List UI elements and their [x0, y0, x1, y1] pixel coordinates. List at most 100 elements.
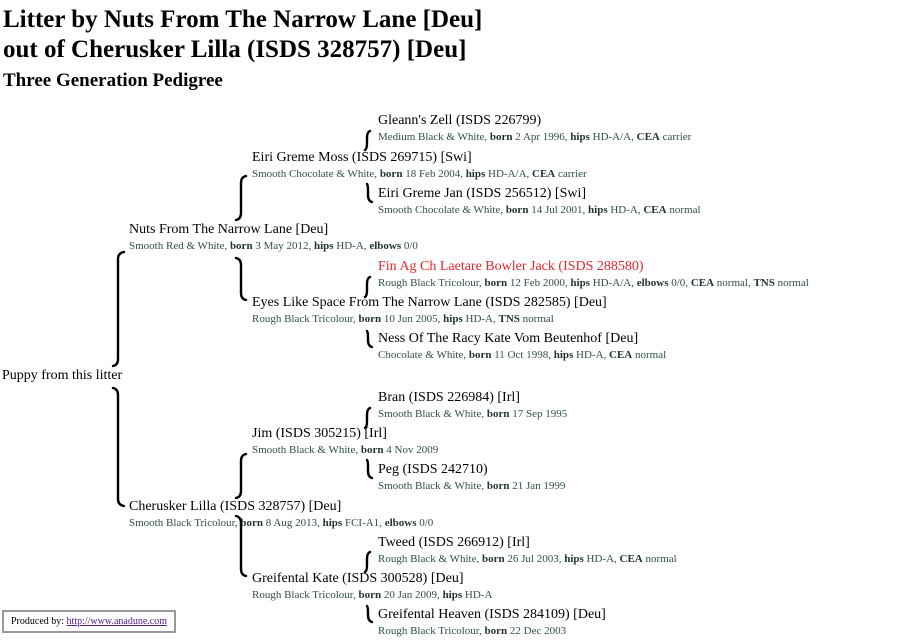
dog-eiri-jan: Eiri Greme Jan (ISDS 256512) [Swi] Smooth… [378, 186, 701, 217]
dog-name: Nuts From The Narrow Lane [Deu] [129, 222, 329, 237]
dog-name: Jim (ISDS 305215) [Irl] [252, 426, 387, 441]
dog-greifental-kate: Greifental Kate (ISDS 300528) [Deu] Rough… [252, 571, 492, 602]
detail-label: born [360, 444, 384, 456]
detail-value: Medium Black & White, [378, 131, 490, 143]
dog-details: Rough Black & White, born 26 Jul 2003, h… [378, 552, 677, 566]
page-title-line1: Litter by Nuts From The Narrow Lane [Deu… [3, 6, 483, 33]
pedigree-bracket [111, 250, 126, 368]
detail-value: 21 Jan 1999 [509, 480, 566, 492]
detail-value: 12 Feb 2000, [507, 277, 571, 289]
detail-value: Smooth Chocolate & White, [252, 168, 380, 180]
dog-greifental-heaven: Greifental Heaven (ISDS 284109) [Deu] Rou… [378, 607, 606, 638]
pedigree-bracket [363, 406, 372, 430]
detail-label: CEA [532, 168, 556, 180]
detail-label: born [358, 589, 382, 601]
producer-credit: Produced by: http://www.anadune.com [2, 610, 176, 633]
dog-details: Smooth Black & White, born 21 Jan 1999 [378, 479, 565, 493]
pedigree-bracket [363, 129, 372, 152]
detail-label: born [484, 625, 508, 637]
detail-label: hips [442, 589, 463, 601]
detail-value: 11 Oct 1998, [491, 349, 554, 361]
dog-details: Rough Black Tricolour, born 10 Jun 2005,… [252, 312, 607, 326]
pedigree-bracket [234, 452, 248, 500]
detail-label: born [505, 204, 529, 216]
detail-label: born [489, 131, 513, 143]
detail-value: carrier [555, 168, 587, 180]
pedigree-bracket [365, 182, 374, 204]
detail-value: normal [642, 553, 677, 565]
detail-label: born [468, 349, 492, 361]
dog-name: Ness Of The Racy Kate Vom Beutenhof [Deu… [378, 331, 639, 346]
detail-value: 26 Jul 2003, [504, 553, 565, 565]
dog-nuts: Nuts From The Narrow Lane [Deu] Smooth Re… [129, 222, 418, 253]
detail-label: hips [322, 517, 343, 529]
dog-name: Peg (ISDS 242710) [378, 462, 488, 477]
detail-label: TNS [498, 313, 520, 325]
detail-label: hips [588, 204, 608, 216]
detail-value: 10 Jun 2005, [381, 313, 444, 325]
dog-details: Rough Black Tricolour, born 12 Feb 2000,… [378, 276, 809, 290]
detail-value: HD-A/A, [485, 168, 533, 180]
dog-details: Smooth Chocolate & White, born 18 Feb 20… [252, 167, 587, 181]
detail-value: HD-A/A, [589, 277, 637, 289]
detail-value: Rough Black & White, [378, 553, 482, 565]
detail-value: Smooth Black Tricolour, [129, 517, 241, 529]
detail-label: hips [570, 277, 590, 289]
detail-value: Smooth Black & White, [252, 444, 361, 456]
detail-value: normal [632, 349, 667, 361]
dog-name: Greifental Heaven (ISDS 284109) [Deu] [378, 607, 606, 622]
dog-eiri-moss: Eiri Greme Moss (ISDS 269715) [Swi] Smoot… [252, 150, 587, 181]
detail-label: born [486, 408, 510, 420]
dog-eyes: Eyes Like Space From The Narrow Lane (IS… [252, 295, 607, 326]
dog-details: Smooth Red & White, born 3 May 2012, hip… [129, 239, 418, 253]
detail-value: normal [519, 313, 554, 325]
detail-label: hips [443, 313, 463, 325]
detail-label: born [240, 517, 264, 529]
detail-value: 14 Jul 2001, [528, 204, 589, 216]
detail-value: HD-A, [607, 204, 644, 216]
dog-details: Smooth Black & White, born 17 Sep 1995 [378, 407, 567, 421]
puppy-label: Puppy from this litter [2, 368, 123, 383]
dog-gleann: Gleann's Zell (ISDS 226799) Medium Black … [378, 113, 691, 144]
producer-link[interactable]: http://www.anadune.com [66, 616, 167, 627]
detail-value: HD-A, [333, 240, 370, 252]
detail-value: HD-A, [583, 553, 620, 565]
detail-label: CEA [619, 553, 643, 565]
detail-label: born [484, 277, 508, 289]
dog-ness: Ness Of The Racy Kate Vom Beutenhof [Deu… [378, 331, 666, 362]
detail-label: born [358, 313, 382, 325]
pedigree-bracket [365, 604, 374, 624]
dog-name: Bran (ISDS 226984) [Irl] [378, 390, 520, 405]
dog-details: Smooth Black & White, born 4 Nov 2009 [252, 443, 438, 457]
detail-value: HD-A [462, 589, 493, 601]
detail-value: 2 Apr 1996, [512, 131, 571, 143]
detail-label: CEA [690, 277, 715, 289]
detail-value: HD-A, [573, 349, 610, 361]
detail-label: CEA [609, 349, 633, 361]
dog-details: Medium Black & White, born 2 Apr 1996, h… [378, 130, 691, 144]
pedigree-bracket [234, 174, 248, 222]
dog-details: Rough Black Tricolour, born 20 Jan 2009,… [252, 588, 492, 602]
detail-value: normal [774, 277, 809, 289]
dog-name: Eiri Greme Moss (ISDS 269715) [Swi] [252, 150, 472, 165]
detail-label: elbows [636, 277, 669, 289]
detail-label: elbows [384, 517, 417, 529]
detail-value: Smooth Black & White, [378, 480, 487, 492]
dog-name: Tweed (ISDS 266912) [Irl] [378, 535, 530, 550]
dog-details: Smooth Black Tricolour, born 8 Aug 2013,… [129, 516, 433, 530]
dog-name: Cherusker Lilla (ISDS 328757) [Deu] [129, 499, 342, 514]
detail-value: 8 Aug 2013, [263, 517, 323, 529]
dog-name: Fin Ag Ch Laetare Bowler Jack (ISDS 2885… [378, 259, 644, 274]
detail-label: elbows [369, 240, 402, 252]
pedigree-bracket [365, 458, 374, 480]
dog-bran: Bran (ISDS 226984) [Irl] Smooth Black & W… [378, 390, 567, 421]
detail-value: 3 May 2012, [252, 240, 314, 252]
detail-value: 20 Jan 2009, [381, 589, 443, 601]
detail-label: hips [553, 349, 574, 361]
detail-label: TNS [753, 277, 775, 289]
dog-details: Rough Black Tricolour, born 22 Dec 2003 [378, 624, 606, 638]
dog-fin: Fin Ag Ch Laetare Bowler Jack (ISDS 2885… [378, 259, 809, 290]
detail-label: hips [570, 131, 590, 143]
detail-label: hips [465, 168, 486, 180]
dog-name: Greifental Kate (ISDS 300528) [Deu] [252, 571, 464, 586]
